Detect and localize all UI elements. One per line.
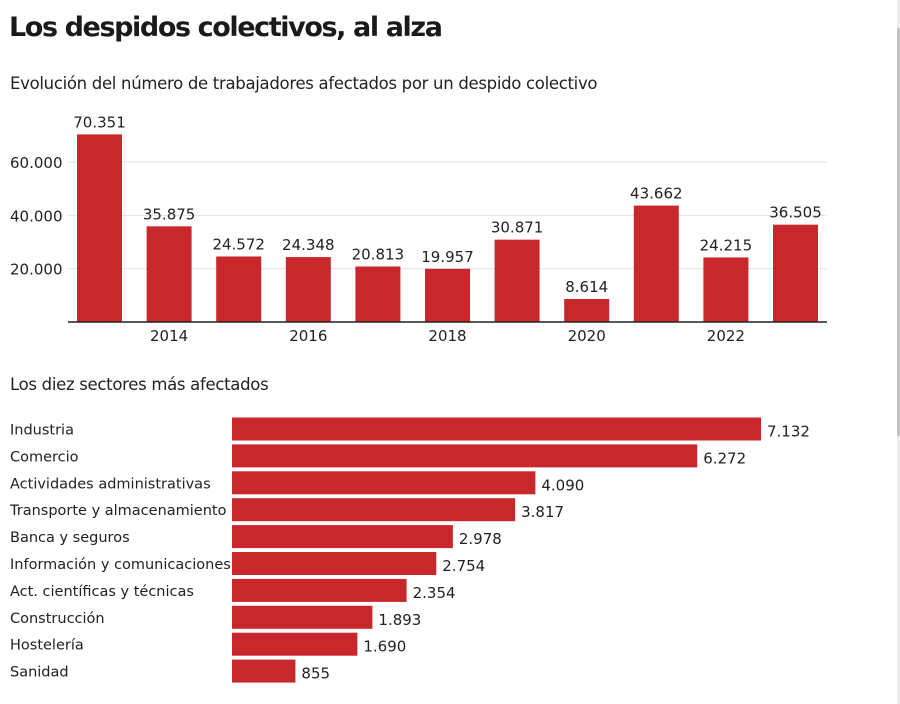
bar-2013: [77, 134, 122, 322]
sector-value-label: 3.817: [521, 503, 564, 521]
sector-label: Hostelería: [10, 638, 84, 654]
x-axis-tick-labels: 2014 2016 2018 2020 2022: [150, 327, 745, 345]
annual-bar-chart: 70.351 35.875 24.572 24.348 20.813 19.957 30.8…: [10, 113, 827, 345]
sector-label: Banca y seguros: [10, 530, 130, 546]
sector-value-label: 6.272: [703, 449, 746, 467]
x-tick-label: 2022: [707, 327, 745, 345]
sector-bar: [232, 659, 296, 683]
x-tick-label: 2016: [289, 327, 327, 345]
x-tick-label: 2020: [568, 327, 606, 345]
sector-bar: [232, 498, 516, 522]
bar-2020: [564, 299, 610, 322]
sector-row: Sanidad 855: [10, 659, 330, 683]
sector-bar: [232, 552, 437, 575]
sector-value-label: 7.132: [767, 423, 810, 441]
bar-2019: [494, 239, 540, 322]
y-tick-label: 60.000: [10, 154, 63, 172]
sector-row: Banca y seguros 2.978: [10, 525, 502, 549]
sector-bar: [232, 632, 358, 656]
sector-label: Información y comunicaciones: [10, 557, 231, 573]
sector-value-label: 855: [301, 665, 330, 683]
sector-bar: [232, 444, 698, 468]
sector-bar: [232, 578, 407, 602]
sector-row: Comercio 6.272: [10, 444, 746, 468]
value-label: 43.662: [630, 185, 683, 203]
sector-label: Construcción: [10, 611, 105, 627]
value-label: 70.351: [73, 113, 126, 131]
sector-label: Act. científicas y técnicas: [10, 584, 194, 600]
sector-bar: [232, 471, 536, 495]
sector-label: Industria: [10, 423, 74, 439]
bar-2022: [703, 257, 749, 322]
value-label: 19.957: [421, 248, 474, 266]
sector-row: Act. científicas y técnicas 2.354: [10, 578, 456, 602]
value-label: 24.215: [700, 236, 753, 254]
value-label: 8.614: [565, 278, 608, 296]
sectors-chart-subtitle: Los diez sectores más afectados: [10, 375, 269, 394]
sector-row: Construcción 1.893: [10, 605, 421, 629]
bar-2014: [146, 226, 192, 322]
annual-gridlines: [68, 161, 827, 270]
sectors-bar-chart: Industria 7.132 Comercio 6.272 Actividades a…: [9, 417, 810, 683]
y-tick-label: 20.000: [10, 261, 63, 279]
sector-bar: [232, 605, 373, 629]
sector-label: Comercio: [10, 449, 79, 465]
sector-label: Sanidad: [10, 665, 69, 681]
value-label: 24.572: [212, 235, 265, 253]
annual-bars: [77, 134, 818, 322]
sector-value-label: 4.090: [541, 476, 584, 494]
bar-2018: [425, 268, 470, 322]
y-axis-tick-labels: 20.000 40.000 60.000: [10, 154, 63, 279]
annual-chart-subtitle: Evolución del número de trabajadores afe…: [10, 74, 598, 93]
sector-label: Transporte y almacenamiento: [9, 503, 227, 519]
sector-row: Transporte y almacenamiento 3.817: [9, 498, 564, 522]
sector-value-label: 1.690: [363, 638, 406, 656]
bar-2017: [355, 266, 401, 322]
value-label: 30.871: [491, 219, 544, 237]
scrollbar-thumb[interactable]: [897, 28, 900, 436]
sector-value-label: 2.978: [459, 530, 502, 548]
bar-2015: [216, 256, 262, 322]
sector-bar: [232, 417, 761, 441]
sector-row: Hostelería 1.690: [10, 632, 406, 656]
y-tick-label: 40.000: [10, 207, 63, 225]
sector-row: Información y comunicaciones 2.754: [10, 552, 485, 575]
sector-label: Actividades administrativas: [10, 476, 211, 492]
annual-value-labels: 70.351 35.875 24.572 24.348 20.813 19.957 30.8…: [73, 113, 822, 296]
chart-title: Los despidos colectivos, al alza: [9, 12, 443, 43]
value-label: 20.813: [352, 245, 405, 263]
value-label: 24.348: [282, 236, 335, 254]
sector-bar: [232, 525, 453, 549]
x-tick-label: 2014: [150, 327, 188, 345]
vertical-scrollbar[interactable]: [897, 0, 900, 704]
bar-2023: [773, 224, 818, 322]
bar-2021: [633, 205, 679, 322]
bar-2016: [285, 257, 331, 322]
sector-value-label: 2.754: [442, 557, 485, 575]
sector-row: Actividades administrativas 4.090: [10, 471, 584, 495]
sector-value-label: 2.354: [413, 584, 456, 602]
x-tick-label: 2018: [428, 327, 466, 345]
value-label: 36.505: [769, 204, 822, 222]
value-label: 35.875: [143, 205, 196, 223]
sector-row: Industria 7.132: [10, 417, 810, 441]
sector-value-label: 1.893: [378, 611, 421, 629]
